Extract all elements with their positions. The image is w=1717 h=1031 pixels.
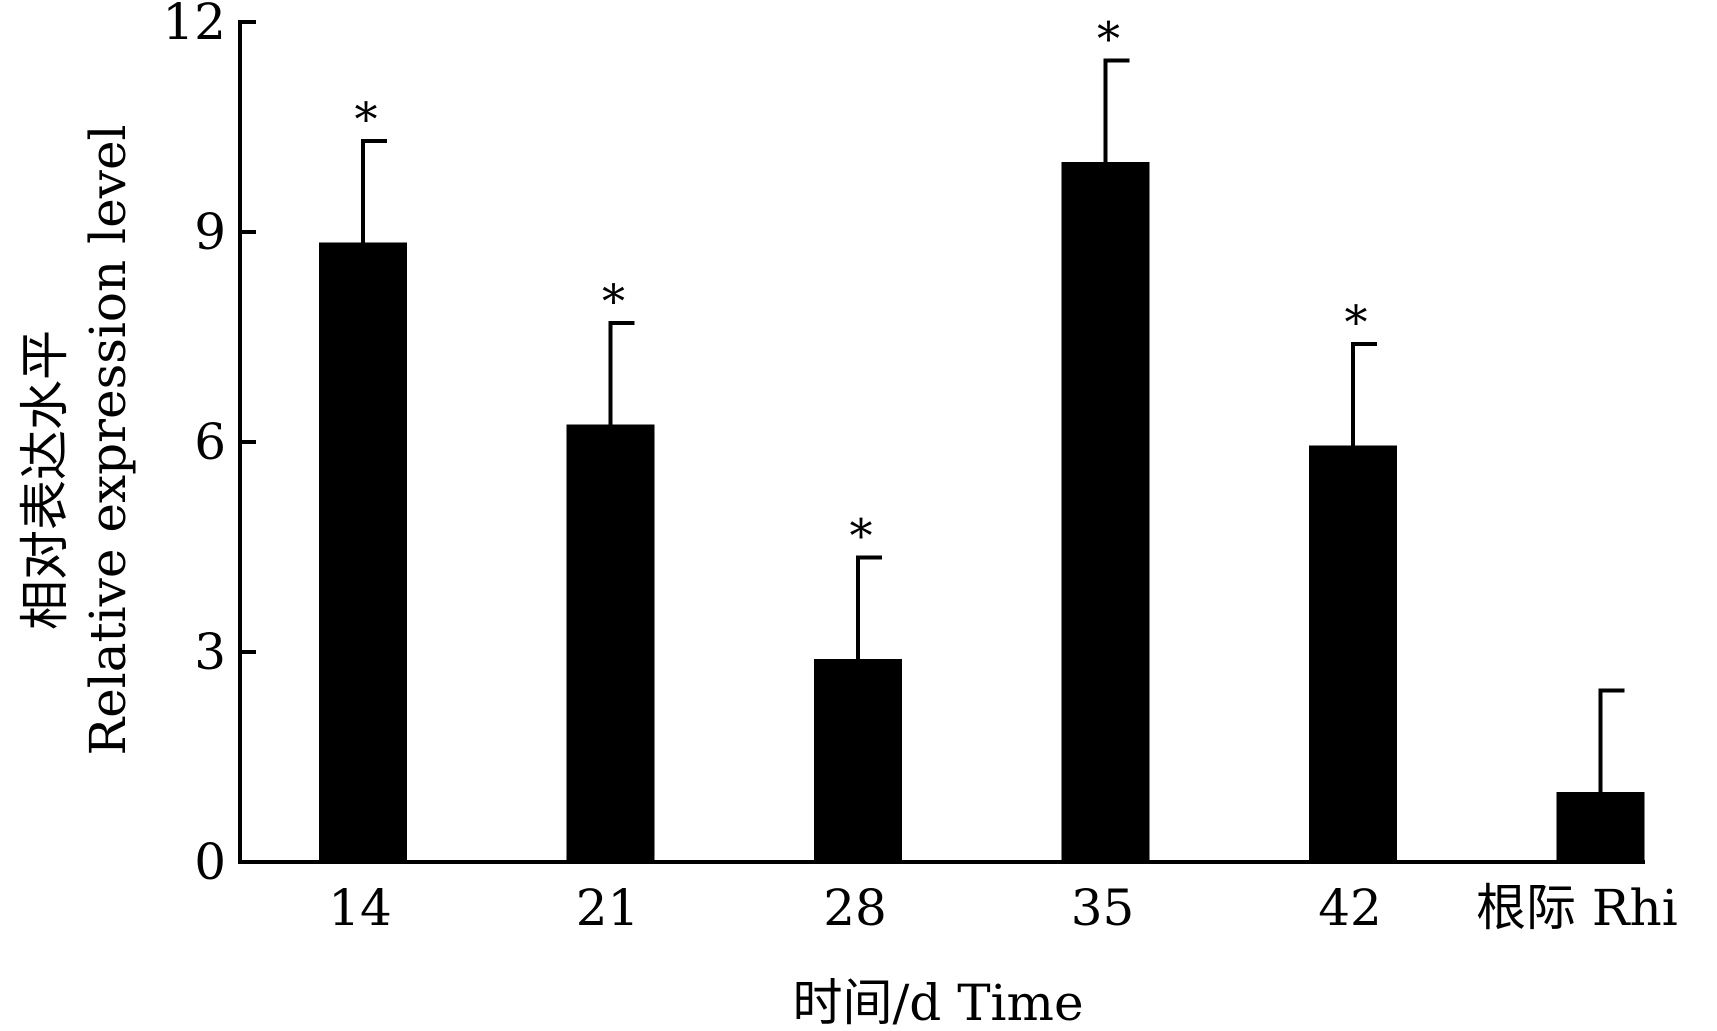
y-tick-label: 0 xyxy=(194,833,226,891)
x-tick-label: 21 xyxy=(576,879,640,937)
x-tick-label: 根际 Rhi xyxy=(1476,879,1678,937)
bar xyxy=(566,424,655,862)
significance-marker: * xyxy=(602,274,625,328)
x-ticks-layer: 14 21 28 35 42 根际 Rhi xyxy=(328,879,1678,937)
y-axis-title-chinese: 相对表达水平 xyxy=(16,330,74,630)
bar xyxy=(319,242,407,862)
y-tick-label: 9 xyxy=(194,203,226,261)
significance-marker: * xyxy=(1097,12,1120,66)
bar xyxy=(1061,162,1150,862)
x-tick-label: 14 xyxy=(328,879,392,937)
significance-layer: * * * * * xyxy=(355,12,1368,563)
error-bars-layer xyxy=(361,58,1625,792)
significance-marker: * xyxy=(850,509,873,563)
y-tick-label: 3 xyxy=(194,623,226,681)
y-ticks-layer: 0 3 6 9 12 xyxy=(162,0,256,891)
x-tick-label: 28 xyxy=(823,879,887,937)
bar xyxy=(1556,792,1645,862)
significance-marker: * xyxy=(355,92,378,146)
bar xyxy=(814,659,902,862)
x-tick-label: 42 xyxy=(1318,879,1382,937)
bar xyxy=(1309,445,1397,862)
x-tick-label: 35 xyxy=(1071,879,1135,937)
bars-layer xyxy=(319,162,1645,862)
x-axis-title: 时间/d Time xyxy=(792,974,1083,1031)
y-axis-title-english: Relative expression level xyxy=(79,124,137,755)
y-tick-label: 12 xyxy=(162,0,226,51)
axes-layer xyxy=(238,20,1645,864)
significance-marker: * xyxy=(1345,295,1368,349)
y-tick-label: 6 xyxy=(194,413,226,471)
